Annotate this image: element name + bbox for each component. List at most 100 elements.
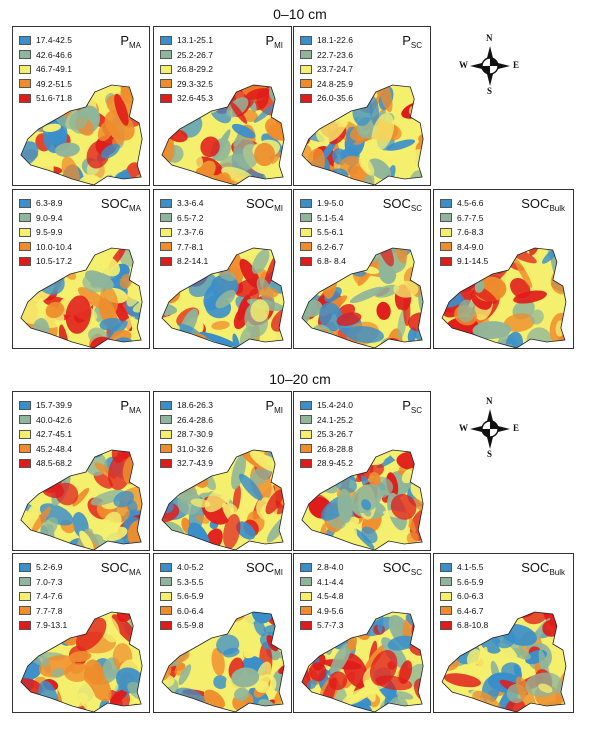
- legend-item: 1.9-5.0: [300, 196, 346, 211]
- legend-label: 28.9-45.2: [317, 458, 353, 468]
- panel-label-subscript: SC: [410, 406, 422, 415]
- map-class-patch: [79, 530, 94, 550]
- panel-label-main: SOC: [521, 196, 550, 211]
- map-class-patch: [393, 280, 419, 298]
- map-panel-soc-sc: 2.8-4.0 4.1-4.4 4.5-4.8 4.9-5.6 5.7-7.3 SOCSC: [293, 553, 431, 713]
- panel-label: SOCMI: [246, 196, 283, 213]
- legend-item: 5.1-5.4: [300, 211, 346, 226]
- map-class-patch: [211, 320, 230, 330]
- legend-swatch: [19, 444, 31, 454]
- panel-label-main: SOC: [382, 196, 411, 211]
- legend-swatch: [19, 35, 31, 45]
- map-class-patch: [542, 620, 561, 637]
- map-class-patch: [249, 464, 272, 486]
- map-class-patch: [413, 678, 424, 702]
- map-class-patch: [216, 634, 240, 655]
- map-class-patch: [466, 649, 482, 667]
- legend-item: 5.5-6.1: [300, 225, 346, 240]
- map-class-patch: [392, 181, 401, 185]
- legend-swatch: [160, 562, 172, 572]
- map-class-patch: [135, 93, 143, 116]
- map-class-patch: [529, 248, 540, 256]
- watershed-boundary: [20, 611, 143, 712]
- legend-item: 7.6-8.3: [440, 225, 488, 240]
- legend-label: 13.1-25.1: [177, 35, 213, 45]
- interpolation-map: [161, 611, 285, 712]
- map-class-patch: [76, 174, 104, 185]
- compass-n-label: N: [486, 33, 493, 43]
- panel-label-subscript: Bulk: [549, 204, 565, 213]
- map-class-patch: [96, 255, 121, 277]
- legend-label: 7.4-7.6: [36, 591, 63, 601]
- map-class-patch: [161, 477, 181, 490]
- map-class-patch: [442, 644, 450, 659]
- panel-label-main: SOC: [521, 560, 550, 575]
- map-class-patch: [363, 644, 386, 673]
- legend-swatch: [160, 35, 172, 45]
- panel-label-main: P: [402, 33, 411, 48]
- map-class-patch: [378, 85, 393, 113]
- map-class-patch: [521, 612, 551, 625]
- map-class-patch: [457, 299, 476, 323]
- map-class-patch: [255, 661, 272, 693]
- legend-label: 25.3-26.7: [317, 429, 353, 439]
- map-class-patch: [45, 301, 65, 319]
- map-class-patch: [505, 331, 524, 348]
- map-class-patch: [559, 248, 566, 259]
- map-class-patch: [231, 667, 260, 688]
- legend-label: 5.2-6.9: [36, 562, 63, 572]
- legend-item: 23.7-24.7: [300, 62, 353, 77]
- map-legend: 13.1-25.1 25.2-26.7 26.8-29.2 29.3-32.5 32.6…: [160, 33, 213, 106]
- map-class-patch: [267, 124, 285, 140]
- legend-swatch: [300, 400, 312, 410]
- legend-item: 6.3-8.9: [19, 196, 72, 211]
- map-panel-soc-ma: 6.3-8.9 9.0-9.4 9.5-9.9 10.0-10.4 10.5-17.2 S…: [12, 189, 150, 349]
- legend-label: 8.4-9.0: [457, 241, 484, 252]
- panel-label: SOCMI: [246, 560, 283, 577]
- panel-label-main: P: [120, 398, 129, 413]
- legend-swatch: [440, 242, 452, 252]
- legend-item: 8.4-9.0: [440, 240, 488, 255]
- map-class-patch: [301, 704, 318, 712]
- legend-swatch: [19, 93, 31, 103]
- legend-swatch: [440, 256, 452, 266]
- map-legend: 18.6-26.3 26.4-28.6 28.7-30.9 31.0-32.6 32.7…: [160, 398, 213, 471]
- map-class-patch: [265, 489, 284, 515]
- legend-label: 4.1-4.4: [317, 576, 344, 587]
- legend-swatch: [19, 198, 31, 208]
- legend-item: 4.5-4.8: [300, 589, 343, 604]
- panel-label: PMI: [265, 33, 283, 50]
- legend-label: 23.7-24.7: [317, 64, 353, 74]
- legend-swatch: [440, 591, 452, 601]
- interpolation-map: [161, 247, 285, 348]
- map-class-patch: [467, 340, 481, 348]
- panel-label-main: SOC: [382, 560, 411, 575]
- compass-e-label: E: [513, 423, 520, 433]
- legend-label: 5.5-6.1: [317, 227, 344, 237]
- legend-label: 6.0-6.3: [457, 591, 484, 601]
- map-class-patch: [369, 95, 380, 127]
- legend-swatch: [300, 458, 312, 468]
- map-class-patch: [30, 506, 51, 535]
- map-class-patch: [386, 139, 416, 151]
- map-class-patch: [215, 289, 236, 309]
- map-class-patch: [113, 490, 135, 508]
- map-class-patch: [231, 123, 256, 139]
- legend-item: 32.7-43.9: [160, 456, 213, 471]
- map-class-patch: [272, 470, 285, 480]
- map-class-patch: [51, 667, 65, 678]
- map-class-patch: [406, 531, 419, 545]
- map-class-patch: [349, 286, 384, 304]
- map-legend: 15.4-24.0 24.1-25.2 25.3-26.7 26.8-28.8 28.9…: [300, 398, 353, 471]
- map-class-patch: [93, 471, 113, 489]
- watershed-boundary: [301, 247, 424, 348]
- legend-label: 7.0-7.3: [36, 576, 63, 587]
- map-class-patch: [336, 312, 362, 326]
- map-legend: 18.1-22.6 22.7-23.6 23.7-24.7 24.8-25.9 26.0…: [300, 33, 353, 106]
- map-class-patch: [116, 612, 135, 623]
- map-class-patch: [72, 487, 90, 507]
- legend-swatch: [160, 606, 172, 616]
- map-class-patch: [213, 675, 228, 690]
- legend-item: 6.8-10.8: [440, 618, 488, 633]
- map-class-patch: [504, 698, 527, 712]
